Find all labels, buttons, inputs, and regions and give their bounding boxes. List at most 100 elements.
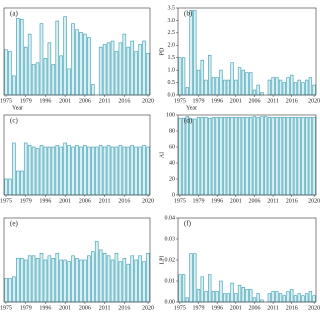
y-tick-label: 0.02 (165, 257, 176, 263)
x-tick-label: 1979 (193, 198, 205, 204)
bar (208, 274, 212, 303)
bar (146, 146, 150, 196)
bar (241, 117, 245, 196)
x-tick-label: 1975 (0, 305, 12, 311)
x-tick-label: 2001 (230, 305, 242, 311)
y-tick-label: 0.0 (168, 92, 176, 98)
bar (290, 289, 294, 303)
y-tick-label: 80 (169, 128, 175, 134)
bar (126, 146, 131, 196)
bar (204, 117, 208, 196)
bar (55, 20, 60, 96)
y-tick-label: 0.03 (165, 236, 176, 242)
bar (122, 146, 127, 196)
bar (114, 51, 119, 96)
x-tick-label: 1975 (0, 198, 12, 204)
x-tick-label: 2020 (142, 198, 154, 204)
bar (219, 69, 223, 96)
y-tick-label: 1.5 (168, 55, 176, 61)
y-tick-label: 2.0 (168, 43, 176, 49)
bar (138, 44, 142, 96)
y-axis-label: LPI (159, 255, 165, 264)
bar (193, 118, 197, 196)
bar (230, 117, 234, 196)
bar (271, 77, 275, 96)
bar (312, 117, 316, 196)
bar (43, 146, 48, 196)
bar (4, 49, 8, 96)
x-tick-label: 1975 (174, 98, 186, 104)
x-tick-label: 1979 (20, 198, 32, 204)
bar (189, 10, 193, 96)
bar (94, 146, 99, 196)
bar (208, 117, 212, 196)
bar (118, 261, 123, 303)
x-tick-label: 2020 (142, 305, 154, 311)
bar (267, 79, 272, 96)
bar (230, 282, 234, 303)
x-tick-label: 2001 (59, 198, 71, 204)
bar (63, 259, 67, 303)
bar (118, 42, 123, 96)
y-tick-label: 100 (166, 112, 175, 118)
x-tick-label: 2016 (118, 305, 130, 311)
bar (308, 117, 313, 196)
bar (312, 84, 316, 96)
x-tick-label: 2020 (308, 198, 320, 204)
bar (245, 117, 249, 196)
bar (35, 62, 40, 96)
x-tick-label: 2016 (286, 98, 298, 104)
x-tick-label: 2006 (248, 98, 260, 104)
y-tick-label: 0.04 (165, 215, 176, 221)
bar (181, 274, 186, 303)
bar (102, 252, 107, 303)
bar (94, 241, 99, 303)
bar (245, 72, 249, 96)
panel-title: (e) (10, 220, 18, 228)
bar (114, 252, 119, 303)
bar (178, 117, 182, 196)
bar (4, 178, 8, 196)
bar (98, 46, 103, 96)
bar (43, 259, 48, 303)
bar (301, 295, 305, 303)
bar (204, 79, 208, 96)
bar (252, 116, 257, 196)
plot-frame (3, 114, 151, 196)
bar (286, 291, 290, 303)
x-tick-label: 2006 (248, 198, 260, 204)
x-tick-label: 2006 (248, 305, 260, 311)
bar (146, 252, 150, 303)
bar (178, 274, 182, 303)
bar (118, 145, 123, 196)
bar (234, 79, 238, 96)
bar (126, 263, 131, 303)
x-tick-label: 2006 (79, 305, 91, 311)
bar (297, 79, 301, 96)
x-tick-label: 2020 (308, 305, 320, 311)
x-tick-label: 1996 (211, 198, 223, 204)
bar (267, 293, 272, 303)
bar (12, 276, 16, 303)
y-tick-label: 1.0 (168, 68, 176, 74)
bar (290, 117, 294, 196)
bar (83, 145, 87, 196)
bar (102, 44, 107, 96)
bar (185, 297, 189, 303)
bar (114, 146, 119, 196)
x-tick-label: 2001 (59, 305, 71, 311)
bar (16, 170, 20, 196)
y-axis-label: PD (159, 47, 165, 55)
bar (8, 278, 12, 303)
bar (130, 145, 135, 196)
bar (196, 117, 201, 196)
bar (189, 118, 193, 196)
bar (63, 16, 67, 96)
bar (91, 84, 95, 96)
bar (126, 46, 131, 96)
bar (47, 255, 52, 303)
bar (234, 293, 238, 303)
bar (27, 33, 32, 96)
x-tick-label: 2001 (230, 198, 242, 204)
bar (297, 293, 301, 303)
